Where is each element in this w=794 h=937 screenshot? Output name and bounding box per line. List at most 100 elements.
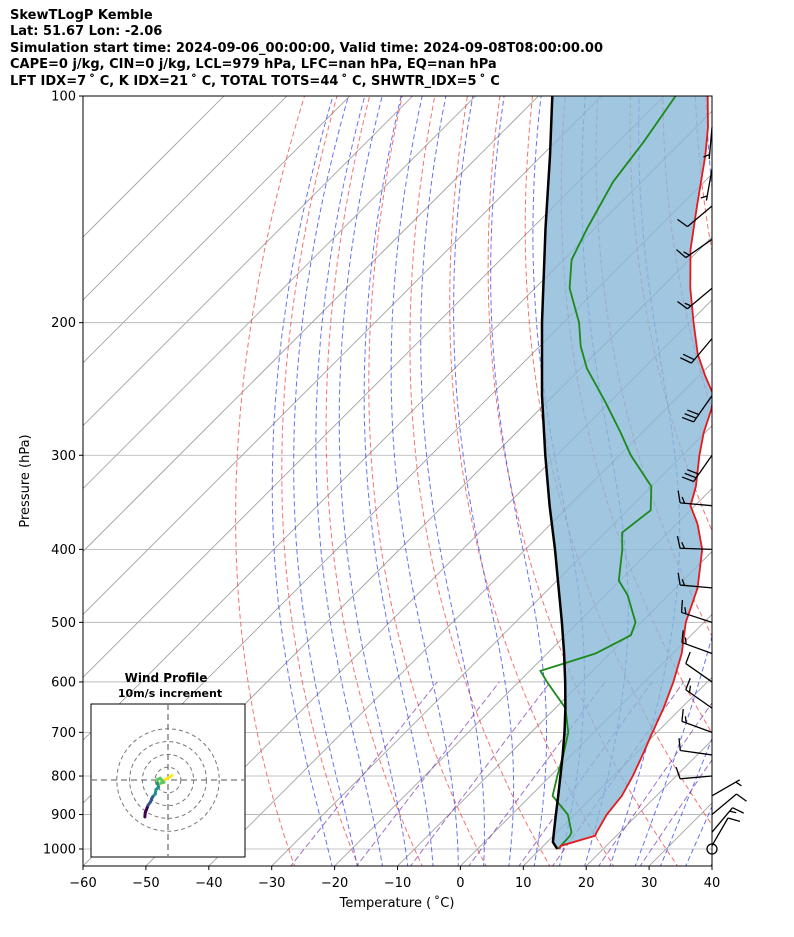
wind-barbs — [675, 127, 747, 855]
x-tick-label: −10 — [384, 876, 411, 891]
wind-barb-feather — [684, 413, 697, 419]
wind-barb-feather — [700, 195, 708, 199]
wind-barb-shaft — [680, 502, 713, 507]
wind-barb-shaft — [687, 205, 713, 228]
moist-adiabat-line — [735, 96, 794, 868]
isotherm-line — [334, 488, 712, 866]
profiles — [539, 96, 712, 850]
wind-barb — [711, 779, 742, 797]
wind-barb-shaft — [711, 817, 729, 847]
wind-barb-feather — [680, 600, 684, 613]
hodograph-subtitle: 10m/s increment — [118, 687, 222, 700]
axes: −60 −50 −40 −30 −20 −10 0 10 20 30 40 100 200 300 400 5… — [43, 90, 720, 892]
wind-barb — [703, 127, 713, 160]
moist-adiabat-line — [453, 96, 515, 866]
wind-barb — [681, 395, 713, 423]
x-tick-label: 0 — [456, 876, 464, 891]
wind-barb-shaft — [693, 395, 713, 423]
wind-barb — [675, 766, 713, 780]
cape-shading — [542, 96, 712, 849]
wind-barb-shaft — [693, 454, 713, 482]
wind-barb-feather — [680, 357, 692, 364]
isotherm-line — [83, 96, 539, 553]
wind-barb-feather — [684, 716, 687, 724]
y-axis-label: Pressure (hPa) — [18, 434, 33, 527]
y-tick-label: 200 — [51, 316, 76, 331]
wind-barb — [685, 677, 713, 709]
title-location: Lat: 51.67 Lon: -2.06 — [10, 24, 163, 40]
isotherm-line — [83, 96, 225, 238]
wind-barb-shaft — [705, 168, 713, 201]
wind-barb-calm — [706, 843, 718, 855]
moist-adiabat-line — [293, 96, 358, 866]
mixing-ratio-line — [355, 681, 500, 866]
mixing-ratio-line — [639, 758, 712, 866]
wind-barb — [706, 843, 718, 855]
x-tick-label: 40 — [704, 876, 721, 891]
moist-adiabat-line — [390, 96, 459, 866]
y-tick-label: 400 — [51, 543, 76, 558]
wind-barb-shaft — [685, 689, 713, 709]
wind-barb-feather — [688, 685, 692, 693]
wind-barb-feather — [681, 496, 686, 504]
parcel-path-line — [540, 96, 567, 850]
wind-barb-feather — [681, 542, 686, 549]
x-axis-label: Temperature ( ˚C) — [339, 895, 455, 911]
wind-barb — [700, 168, 713, 201]
wind-barb-feather — [732, 807, 744, 814]
wind-barb-feather — [684, 637, 687, 645]
title-station: SkewTLogP Kemble — [10, 8, 153, 23]
wind-barb-feather — [675, 766, 681, 780]
dry-adiabat-line — [235, 96, 305, 866]
wind-barb-shaft — [711, 807, 734, 833]
isotherm-line — [773, 96, 794, 868]
y-tick-label: 100 — [51, 90, 76, 105]
wind-barb-feather — [687, 409, 700, 416]
mixing-ratio-line — [290, 681, 438, 866]
wind-barb — [681, 630, 713, 655]
moist-adiabat-line — [634, 96, 712, 866]
wind-barb-shaft — [711, 779, 741, 797]
dry-adiabat-line — [281, 96, 359, 866]
wind-barb-feather — [682, 353, 695, 361]
moist-adiabat-line — [659, 737, 712, 866]
y-tick-label: 900 — [51, 808, 76, 823]
wind-barb-shaft — [681, 720, 713, 733]
isotherm-line — [145, 299, 712, 866]
moist-adiabat-line — [315, 96, 384, 866]
x-tick-label: 10 — [515, 876, 532, 891]
wind-barb-shaft — [687, 287, 713, 310]
wind-barb-feather — [687, 469, 700, 475]
isotherm-line — [83, 96, 351, 364]
wind-barb — [677, 572, 713, 589]
wind-barb — [677, 287, 713, 310]
wind-barb — [676, 238, 713, 259]
y-tick-label: 500 — [51, 616, 76, 631]
hodograph-plot — [91, 704, 245, 857]
wind-barb — [677, 205, 713, 228]
isotherm-line — [83, 96, 476, 490]
wind-barb-shaft — [708, 127, 713, 160]
wind-barb — [711, 817, 741, 847]
wind-barb-feather — [677, 300, 688, 310]
isotherm-line — [83, 96, 602, 615]
y-tick-label: 1000 — [43, 843, 76, 858]
x-tick-label: −50 — [132, 876, 159, 891]
mixing-ratio-line — [410, 681, 551, 866]
title-times: Simulation start time: 2024-09-06_00:00:… — [10, 40, 603, 56]
wind-barb-feather — [684, 302, 692, 307]
wind-barb-feather — [681, 416, 694, 423]
wind-barb-feather — [681, 476, 694, 483]
wind-barb — [680, 600, 713, 623]
wind-barb-feather — [729, 810, 737, 814]
wind-barb-feather — [735, 781, 742, 787]
wind-barb — [677, 490, 713, 507]
wind-barb-shaft — [680, 775, 713, 780]
wind-barb-feather — [678, 738, 681, 751]
hodograph-title: Wind Profile — [125, 671, 208, 685]
wind-barb-feather — [727, 817, 741, 823]
mixing-ratio-line — [598, 702, 712, 866]
wind-barb-feather — [685, 651, 691, 664]
wind-barb — [681, 454, 713, 483]
